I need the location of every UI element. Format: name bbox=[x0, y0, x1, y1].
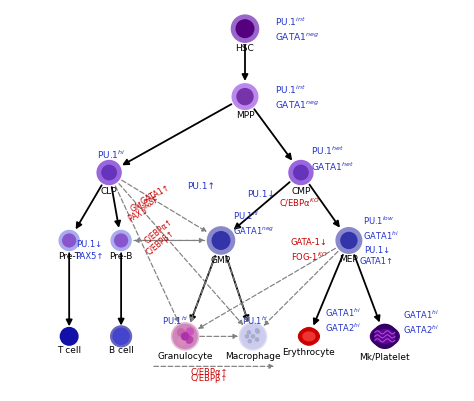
Circle shape bbox=[114, 329, 128, 344]
Circle shape bbox=[62, 329, 76, 344]
Ellipse shape bbox=[299, 328, 319, 344]
Circle shape bbox=[248, 340, 251, 343]
Text: CMP: CMP bbox=[291, 186, 310, 196]
Circle shape bbox=[336, 228, 362, 253]
Circle shape bbox=[231, 15, 259, 42]
Circle shape bbox=[247, 331, 251, 334]
Circle shape bbox=[186, 328, 193, 335]
Text: PU.1$^{low}$
GATA1$^{hi}$: PU.1$^{low}$ GATA1$^{hi}$ bbox=[363, 215, 399, 243]
Circle shape bbox=[300, 328, 318, 345]
Circle shape bbox=[373, 324, 397, 348]
Circle shape bbox=[255, 329, 259, 332]
Circle shape bbox=[59, 231, 79, 251]
Circle shape bbox=[241, 324, 265, 348]
Circle shape bbox=[115, 234, 128, 247]
Text: PU.1$^{int}$
GATA1$^{neg}$: PU.1$^{int}$ GATA1$^{neg}$ bbox=[275, 83, 319, 109]
Circle shape bbox=[97, 160, 121, 184]
Circle shape bbox=[113, 328, 129, 344]
Circle shape bbox=[236, 20, 254, 37]
Circle shape bbox=[63, 234, 75, 247]
Text: T cell: T cell bbox=[57, 346, 81, 354]
Text: GM-CSF: GM-CSF bbox=[129, 195, 161, 214]
Circle shape bbox=[182, 333, 189, 340]
Text: PAX5$^{KO}$: PAX5$^{KO}$ bbox=[125, 200, 157, 225]
Circle shape bbox=[178, 338, 185, 345]
Text: Macrophage: Macrophage bbox=[225, 352, 281, 360]
Circle shape bbox=[289, 160, 313, 184]
Text: PU.1↓
PAX5↑: PU.1↓ PAX5↑ bbox=[75, 241, 103, 261]
Text: PU.1$^{het}$
GATA1$^{het}$: PU.1$^{het}$ GATA1$^{het}$ bbox=[311, 145, 354, 172]
Circle shape bbox=[294, 165, 308, 180]
Text: GMP: GMP bbox=[211, 256, 231, 265]
Circle shape bbox=[341, 233, 357, 249]
Circle shape bbox=[237, 89, 253, 105]
Text: PU.1↓
GATA1↑: PU.1↓ GATA1↑ bbox=[360, 246, 394, 267]
Circle shape bbox=[232, 84, 258, 109]
Text: PU.1$^{hi}$
GATA1$^{neg}$: PU.1$^{hi}$ GATA1$^{neg}$ bbox=[233, 209, 274, 235]
Text: GATA1$^{hi}$
GATA2$^{hi}$: GATA1$^{hi}$ GATA2$^{hi}$ bbox=[325, 306, 361, 334]
Text: Pre-T: Pre-T bbox=[58, 253, 80, 261]
Circle shape bbox=[172, 323, 199, 350]
Text: PU.1↓: PU.1↓ bbox=[247, 190, 275, 199]
Text: Granulocyte: Granulocyte bbox=[157, 352, 213, 360]
Circle shape bbox=[251, 335, 255, 338]
Circle shape bbox=[212, 232, 230, 249]
Text: PU.1$^{hi}$: PU.1$^{hi}$ bbox=[97, 148, 126, 161]
Text: C/EBPβ↑: C/EBPβ↑ bbox=[191, 374, 228, 383]
Circle shape bbox=[177, 329, 185, 336]
Text: GATA1↑: GATA1↑ bbox=[139, 182, 172, 207]
Circle shape bbox=[208, 227, 235, 254]
Circle shape bbox=[256, 330, 259, 333]
Text: B cell: B cell bbox=[109, 346, 134, 355]
Text: PU.1$^{hi}$: PU.1$^{hi}$ bbox=[162, 314, 188, 326]
Text: Mk/Platelet: Mk/Platelet bbox=[360, 352, 410, 361]
Text: C/EBPα$^{KO}$: C/EBPα$^{KO}$ bbox=[279, 196, 319, 209]
Text: C/EBPα↑: C/EBPα↑ bbox=[190, 367, 228, 376]
Circle shape bbox=[246, 335, 248, 338]
Text: C/EBPα↑: C/EBPα↑ bbox=[143, 216, 175, 245]
Circle shape bbox=[111, 231, 131, 251]
Text: HSC: HSC bbox=[236, 44, 255, 53]
Ellipse shape bbox=[375, 330, 395, 343]
Circle shape bbox=[185, 336, 192, 343]
Text: MPP: MPP bbox=[236, 111, 254, 120]
Text: Pre-B: Pre-B bbox=[109, 253, 133, 261]
Circle shape bbox=[239, 323, 266, 350]
Ellipse shape bbox=[371, 326, 399, 346]
Text: CLP: CLP bbox=[101, 186, 118, 196]
Circle shape bbox=[173, 324, 197, 348]
Text: Erythrocyte: Erythrocyte bbox=[283, 348, 335, 357]
Circle shape bbox=[111, 326, 131, 347]
Circle shape bbox=[255, 338, 259, 341]
Circle shape bbox=[102, 165, 116, 180]
Text: MEP: MEP bbox=[339, 255, 358, 264]
Text: PU.1$^{hi}$: PU.1$^{hi}$ bbox=[242, 314, 268, 326]
Text: GATA1$^{hi}$
GATA2$^{hi}$: GATA1$^{hi}$ GATA2$^{hi}$ bbox=[403, 308, 438, 336]
Text: C/EBPβ↑: C/EBPβ↑ bbox=[146, 228, 177, 257]
Text: PU.1$^{int}$
GATA1$^{neg}$: PU.1$^{int}$ GATA1$^{neg}$ bbox=[275, 16, 319, 42]
Ellipse shape bbox=[303, 332, 315, 341]
Text: PU.1↑: PU.1↑ bbox=[187, 182, 215, 191]
Text: GATA-1↓
FOG-1$^{KO}$: GATA-1↓ FOG-1$^{KO}$ bbox=[291, 238, 328, 263]
Circle shape bbox=[60, 328, 78, 345]
